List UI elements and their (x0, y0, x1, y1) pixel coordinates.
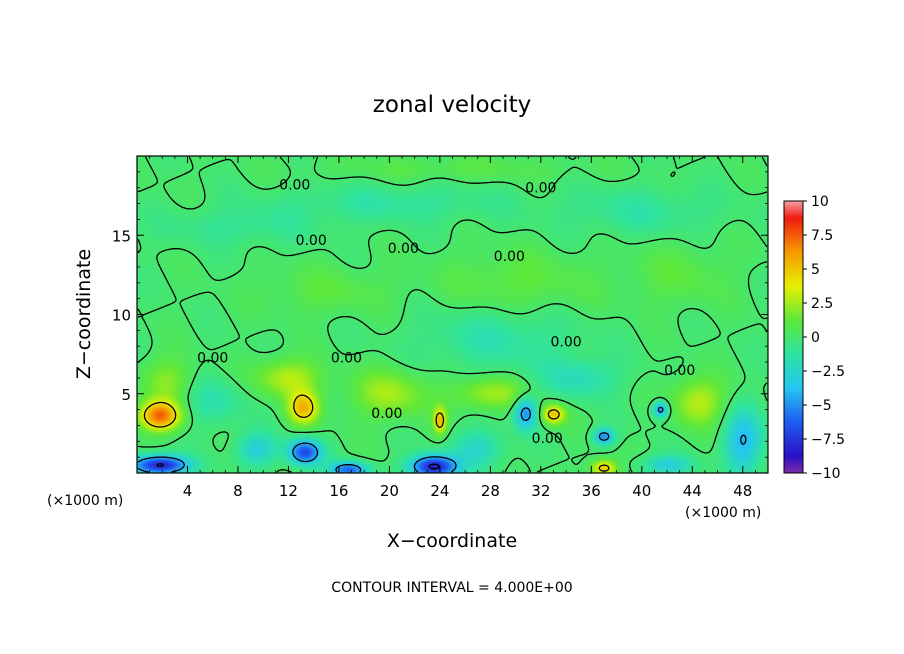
y-tick-label: 10 (112, 307, 131, 325)
x-tick-label: 32 (531, 482, 550, 500)
colorbar-tick-label: 10 (811, 194, 829, 210)
x-tick-label: 36 (582, 482, 601, 500)
contour-label: 0.00 (197, 350, 228, 366)
x-tick-label: 16 (329, 482, 348, 500)
colorbar-tick-label: 0 (811, 330, 820, 346)
colorbar-tick-label: 7.5 (811, 228, 833, 244)
colorbar-tick-label: −7.5 (811, 432, 845, 448)
y-axis-label: Z−coordinate (73, 249, 95, 379)
plot-area: 0.00 0.00 0.00 0.00 0.00 0.00 0.00 0.00 0.00 0.00… (112, 155, 769, 500)
contour-label: 0.00 (371, 406, 402, 422)
chart-title: zonal velocity (373, 92, 531, 118)
colorbar-gradient (784, 201, 803, 473)
colorbar-ticks: 10 7.5 5 2.5 0 −2.5 −5 −7.5 −10 (803, 194, 845, 482)
colorbar-tick-label: −10 (811, 466, 841, 482)
contour-label: 0.00 (664, 363, 695, 379)
colorbar: 10 7.5 5 2.5 0 −2.5 −5 −7.5 −10 (783, 194, 845, 482)
x-tick-label: 20 (380, 482, 399, 500)
contour-label: 0.00 (296, 233, 327, 249)
x-tick-label: 40 (632, 482, 651, 500)
contour-level-neg8 (156, 463, 440, 470)
x-axis-ticks: 4 8 12 16 20 24 28 32 36 40 44 48 (149, 156, 756, 500)
contour-level-4 (143, 394, 610, 472)
x-tick-label: 12 (279, 482, 298, 500)
x-unit-right: (×1000 m) (685, 505, 761, 521)
x-tick-label: 44 (683, 482, 702, 500)
x-tick-label: 24 (430, 482, 449, 500)
contour-label: 0.00 (532, 431, 563, 447)
contour-level-neg4 (137, 406, 747, 473)
velocity-field-heatmap (137, 156, 768, 473)
contour-lines (137, 156, 768, 473)
contour-labels: 0.00 0.00 0.00 0.00 0.00 0.00 0.00 0.00 0.00 0.00… (197, 178, 695, 448)
x-tick-label: 48 (733, 482, 752, 500)
contour-label: 0.00 (550, 334, 581, 350)
y-tick-label: 15 (112, 227, 131, 245)
contour-interval-footer: CONTOUR INTERVAL = 4.000E+00 (331, 580, 572, 596)
x-unit-left: (×1000 m) (47, 493, 123, 509)
colorbar-tick-label: 2.5 (811, 296, 833, 312)
colorbar-tick-label: −2.5 (811, 364, 845, 380)
colorbar-tick-label: 5 (811, 262, 820, 278)
contour-label: 0.00 (494, 249, 525, 265)
y-tick-label: 5 (121, 386, 131, 404)
x-tick-label: 4 (183, 482, 193, 500)
x-tick-label: 28 (481, 482, 500, 500)
x-axis-label: X−coordinate (387, 530, 517, 552)
x-tick-label: 8 (233, 482, 243, 500)
contour-level-0 (137, 156, 768, 473)
contour-label: 0.00 (331, 350, 362, 366)
contour-label: 0.00 (279, 178, 310, 194)
colorbar-tick-label: −5 (811, 398, 832, 414)
contour-label: 0.00 (525, 181, 556, 197)
contour-label: 0.00 (388, 241, 419, 257)
y-axis-ticks: 5 10 15 (112, 171, 768, 458)
